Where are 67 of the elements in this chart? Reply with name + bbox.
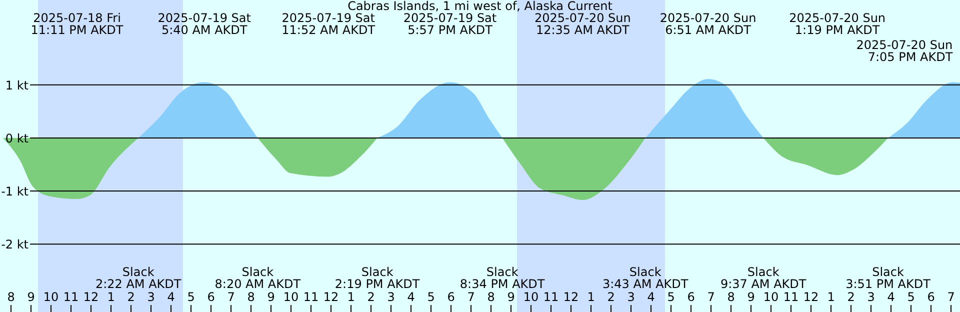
annotation: 2025-07-20 Sun 7:05 PM AKDT [856,38,954,64]
x-tick-label: 12 [323,290,339,304]
x-tick-label: 9 [507,290,515,304]
x-tick-label: 9 [267,290,275,304]
annotation: Slack 2:19 PM AKDT [334,265,420,291]
x-tick-label: 6 [687,290,695,304]
x-tick-label: 4 [407,290,415,304]
x-tick-label: 4 [647,290,655,304]
x-tick-label: 4 [167,290,175,304]
x-tick-label: 2 [127,290,135,304]
annotation: 2025-07-19 Sat 11:52 AM AKDT [282,11,376,37]
x-tick-label: 1 [107,290,115,304]
y-tick-label: 1 kt [5,78,29,92]
x-tick-label: 7 [467,290,475,304]
x-tick-label: 1 [347,290,355,304]
x-tick-label: 11 [303,290,319,304]
x-tick-label: 10 [523,290,539,304]
annotation: Slack 3:51 PM AKDT [846,265,932,291]
x-tick-label: 11 [783,290,799,304]
x-tick-label: 2 [847,290,855,304]
annotation: 2025-07-20 Sun 6:51 AM AKDT [660,11,756,37]
x-tick-label: 4 [887,290,895,304]
annotation: Slack 8:34 PM AKDT [460,265,546,291]
x-tick-label: 8 [487,290,495,304]
y-tick-label: -1 kt [1,184,29,199]
x-tick-label: 11 [543,290,559,304]
x-tick-label: 6 [447,290,455,304]
x-tick-label: 8 [7,290,15,304]
x-tick-label: 7 [227,290,235,304]
annotation: Slack 3:43 AM AKDT [602,265,689,291]
annotation: 2025-07-18 Fri 11:11 PM AKDT [30,11,124,37]
x-tick-label: 5 [667,290,675,304]
annotation: 2025-07-19 Sat 5:40 AM AKDT [158,11,252,37]
annotation: Slack 9:37 AM AKDT [720,265,807,291]
x-tick-label: 3 [627,290,635,304]
annotation: 2025-07-20 Sun 12:35 AM AKDT [534,11,631,37]
chart-title: Cabras Islands, 1 mi west of, Alaska Current [348,0,613,13]
x-tick-label: 11 [63,290,79,304]
x-tick-label: 3 [147,290,155,304]
x-tick-label: 2 [367,290,375,304]
x-tick-label: 12 [83,290,99,304]
x-tick-label: 8 [727,290,735,304]
x-tick-label: 9 [27,290,35,304]
x-tick-label: 1 [827,290,835,304]
annotation: Slack 2:22 AM AKDT [95,265,182,291]
annotation: 2025-07-20 Sun 1:19 PM AKDT [789,11,886,37]
y-tick-label: -2 kt [1,238,29,252]
x-tick-label: 7 [707,290,715,304]
x-tick-label: 1 [587,290,595,304]
x-tick-label: 10 [763,290,779,304]
x-tick-label: 12 [803,290,819,304]
x-tick-label: 6 [927,290,935,304]
x-tick-label: 3 [387,290,395,304]
x-tick-label: 12 [563,290,579,304]
x-tick-label: 9 [747,290,755,304]
x-tick-label: 5 [907,290,915,304]
x-tick-label: 5 [427,290,435,304]
x-tick-label: 7 [947,290,955,304]
annotation: 2025-07-19 Sat 5:57 PM AKDT [403,11,497,37]
x-tick-label: 5 [187,290,195,304]
x-tick-label: 6 [207,290,215,304]
x-tick-label: 8 [247,290,255,304]
x-tick-label: 10 [43,290,59,304]
x-tick-label: 10 [283,290,299,304]
annotation: Slack 8:20 AM AKDT [214,265,302,291]
x-tick-label: 3 [867,290,875,304]
x-tick-label: 2 [607,290,615,304]
